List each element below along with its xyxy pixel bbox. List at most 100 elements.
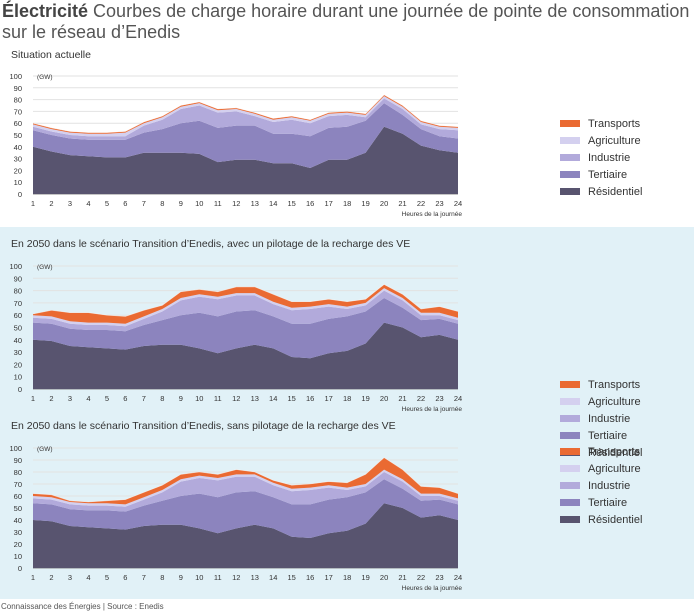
y-tick-label: 30 [14,155,22,164]
x-tick-label: 15 [288,573,296,582]
x-tick-label: 23 [435,199,443,208]
x-tick-label: 14 [269,573,277,582]
x-tick-label: 7 [142,573,146,582]
y-tick-label: 100 [9,262,22,271]
x-tick-label: 5 [105,199,109,208]
x-tick-label: 12 [232,573,240,582]
x-tick-label: 12 [232,199,240,208]
legend-swatch [560,482,580,489]
legend-item-agriculture: Agriculture [560,132,642,149]
legend-label: Agriculture [588,396,641,408]
y-tick-label: 20 [14,540,22,549]
x-tick-label: 4 [86,573,90,582]
x-tick-label: 15 [288,394,296,403]
x-tick-label: 7 [142,199,146,208]
x-tick-label: 4 [86,199,90,208]
title-rest: Courbes de charge horaire durant une jou… [2,1,689,42]
legend-swatch [560,465,580,472]
legend-item-industrie: Industrie [560,149,642,166]
legend-swatch [560,120,580,127]
page-title: Électricité Courbes de charge horaire du… [2,1,698,43]
x-tick-label: 5 [105,394,109,403]
x-tick-label: 8 [160,573,164,582]
x-tick-label: 22 [417,573,425,582]
x-tick-label: 16 [306,573,314,582]
legend-swatch [560,398,580,405]
x-tick-label: 10 [195,394,203,403]
legend-label: Agriculture [588,463,641,475]
y-tick-label: 50 [14,504,22,513]
x-tick-label: 3 [68,199,72,208]
legend-item-transports: Transports [560,376,642,393]
x-tick-label: 10 [195,199,203,208]
legend-swatch [560,516,580,523]
x-tick-label: 2 [49,573,53,582]
x-axis-label: Heures de la journée [402,585,463,592]
chart-1-subtitle: Situation actuelle [11,49,91,61]
legend-swatch [560,188,580,195]
x-axis-label: Heures de la journée [402,406,463,413]
x-tick-label: 16 [306,394,314,403]
y-tick-label: 40 [14,143,22,152]
x-tick-label: 19 [361,394,369,403]
x-tick-label: 18 [343,394,351,403]
legend-swatch [560,381,580,388]
legend-swatch [560,448,580,455]
y-tick-label: 0 [18,385,22,394]
x-tick-label: 20 [380,199,388,208]
y-axis-unit: (GW) [37,264,53,271]
legend-item-residentiel: Résidentiel [560,511,642,528]
x-tick-label: 16 [306,199,314,208]
y-tick-label: 60 [14,492,22,501]
x-tick-label: 5 [105,573,109,582]
x-tick-label: 20 [380,573,388,582]
x-axis-label: Heures de la journée [402,211,463,218]
y-tick-label: 70 [14,480,22,489]
legend-swatch [560,171,580,178]
y-axis-unit: (GW) [37,74,53,81]
title-bold: Électricité [2,1,88,21]
x-tick-label: 4 [86,394,90,403]
y-tick-label: 80 [14,287,22,296]
y-tick-label: 30 [14,348,22,357]
chart-3-subtitle: En 2050 dans le scénario Transition d’En… [11,420,396,432]
x-tick-label: 19 [361,573,369,582]
x-tick-label: 7 [142,394,146,403]
legend-label: Industrie [588,480,630,492]
legend-chart-1: Transports Agriculture Industrie Tertiaire R… [560,115,642,200]
y-tick-label: 0 [18,190,22,199]
x-tick-label: 11 [214,573,222,582]
legend-label: Résidentiel [588,186,642,198]
x-tick-label: 24 [454,573,462,582]
y-tick-label: 50 [14,324,22,333]
legend-swatch [560,137,580,144]
y-tick-label: 90 [14,274,22,283]
x-tick-label: 13 [251,573,259,582]
x-tick-label: 23 [435,394,443,403]
x-tick-label: 15 [288,199,296,208]
x-tick-label: 1 [31,199,35,208]
y-tick-label: 20 [14,166,22,175]
y-tick-label: 70 [14,299,22,308]
x-tick-label: 6 [123,394,127,403]
y-tick-label: 30 [14,528,22,537]
y-tick-label: 100 [9,444,22,453]
legend-item-agriculture: Agriculture [560,460,642,477]
x-tick-label: 1 [31,394,35,403]
y-tick-label: 10 [14,552,22,561]
x-tick-label: 12 [232,394,240,403]
y-tick-label: 0 [18,564,22,573]
legend-label: Industrie [588,152,630,164]
y-tick-label: 80 [14,96,22,105]
legend-item-industrie: Industrie [560,410,642,427]
legend-swatch [560,432,580,439]
legend-label: Tertiaire [588,430,627,442]
chart-2-subtitle: En 2050 dans le scénario Transition d’En… [11,238,410,250]
x-tick-label: 9 [179,394,183,403]
x-tick-label: 1 [31,573,35,582]
y-tick-label: 90 [14,84,22,93]
x-tick-label: 3 [68,394,72,403]
x-tick-label: 14 [269,199,277,208]
x-tick-label: 13 [251,394,259,403]
